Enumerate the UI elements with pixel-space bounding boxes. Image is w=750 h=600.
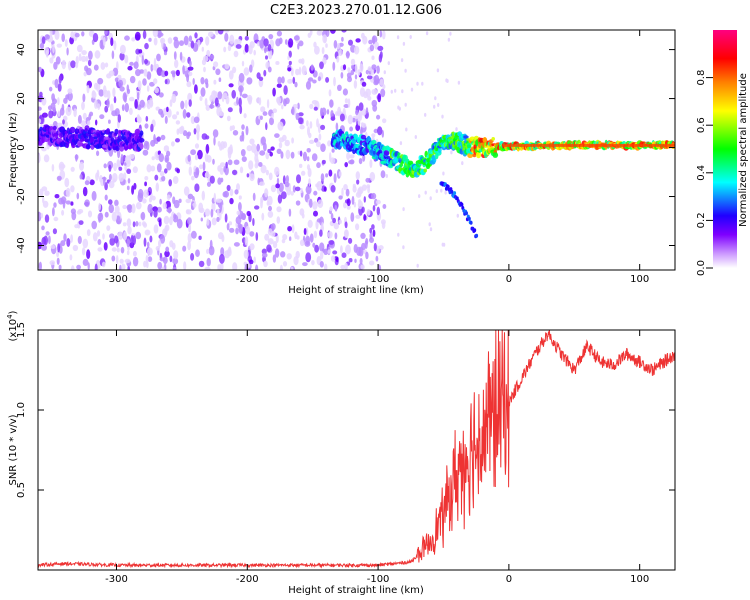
x-tick-label: -100 xyxy=(367,574,390,585)
snr-line-layer xyxy=(38,330,675,569)
y-tick-label: 0 xyxy=(16,144,27,150)
y-tick-label: 1.5 xyxy=(16,322,27,338)
y-tick-label: 40 xyxy=(16,43,27,56)
y-tick-label: -40 xyxy=(16,237,27,253)
y-tick-label: 1.0 xyxy=(16,402,27,418)
figure-title: C2E3.2023.270.01.12.G06 xyxy=(270,3,442,18)
snr-frame xyxy=(37,329,676,571)
x-tick-label: -200 xyxy=(236,574,259,585)
spectrogram-ylabel: Frequency (Hz) xyxy=(8,112,19,188)
snr-xlabel: Height of straight line (km) xyxy=(288,585,424,596)
y-tick-label: 0.5 xyxy=(16,482,27,498)
x-tick-label: -300 xyxy=(105,274,128,285)
x-tick-label: 100 xyxy=(630,274,649,285)
spectrogram-frame xyxy=(37,29,676,271)
colorbar-tick-label: 0.8 xyxy=(696,70,707,86)
spectrogram-heatmap xyxy=(38,30,675,270)
snr-series xyxy=(38,330,675,569)
snr-ticks: -300 -200 -100 0 100 0.5 1.0 1.5 xyxy=(16,322,675,585)
snr-panel: -300 -200 -100 0 100 0.5 1.0 1.5 Height of stra… xyxy=(6,310,676,596)
snr-multiplier: (x104) xyxy=(6,310,19,341)
colorbar-label: Normalized spectral amplitude xyxy=(738,73,749,227)
spectrogram-xlabel: Height of straight line (km) xyxy=(288,285,424,296)
colorbar-tick-label: 0.4 xyxy=(696,165,707,181)
x-tick-label: 0 xyxy=(506,274,512,285)
x-tick-label: -300 xyxy=(105,574,128,585)
y-tick-label: -20 xyxy=(16,188,27,204)
colorbar-gradient xyxy=(713,30,737,268)
colorbar-ticks: 0.0 0.2 0.4 0.6 0.8 xyxy=(696,70,713,276)
x-tick-label: 100 xyxy=(630,574,649,585)
colorbar-tick-label: 0.2 xyxy=(696,212,707,228)
colorbar: 0.0 0.2 0.4 0.6 0.8 Normalized spectral ampl… xyxy=(696,30,749,276)
x-tick-label: 0 xyxy=(506,574,512,585)
y-tick-label: 20 xyxy=(16,92,27,105)
snr-ylabel: SNR (10 * v/v) xyxy=(8,414,19,485)
signal-band xyxy=(38,124,675,239)
x-tick-label: -200 xyxy=(236,274,259,285)
x-tick-label: -100 xyxy=(367,274,390,285)
colorbar-tick-label: 0.6 xyxy=(696,117,707,133)
colorbar-tick-label: 0.0 xyxy=(696,260,707,276)
